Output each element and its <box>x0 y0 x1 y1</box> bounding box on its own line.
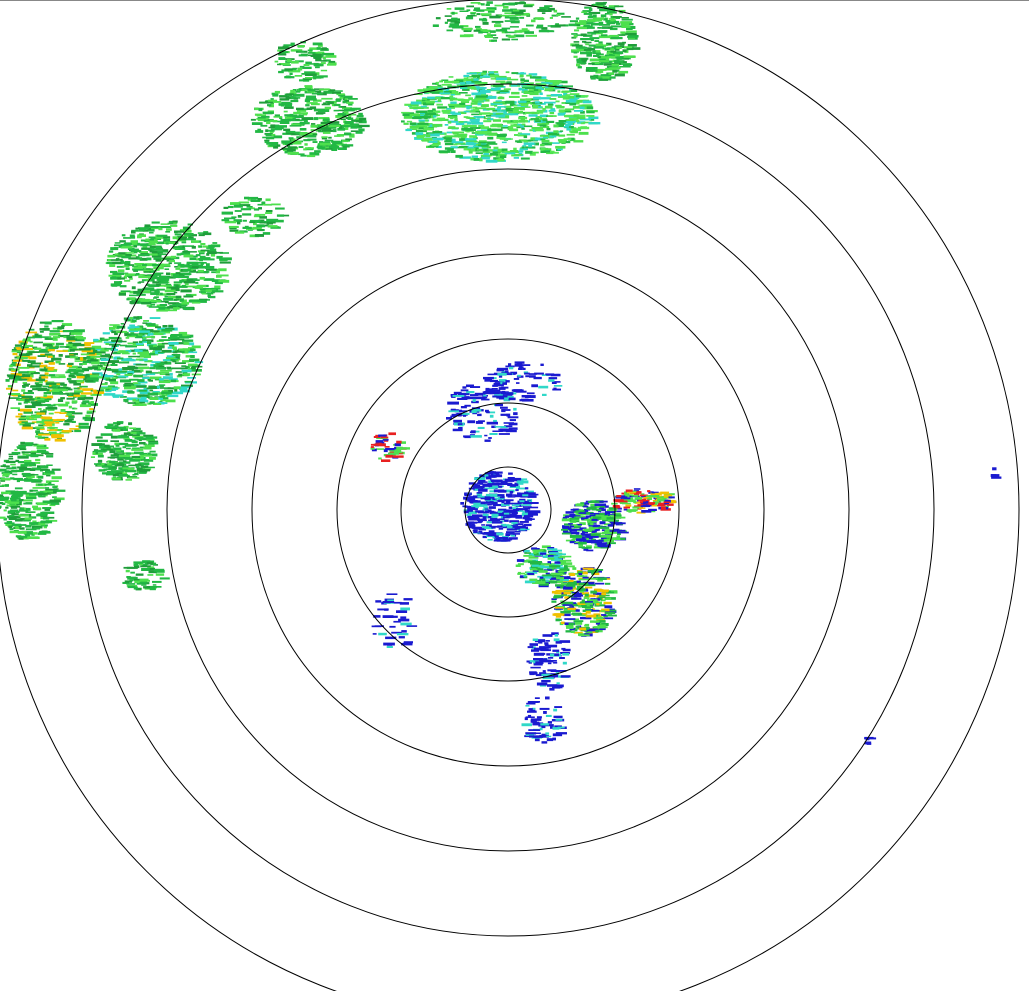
echo-se-3 <box>551 567 618 637</box>
echo-clutter-ring-2 <box>483 361 563 402</box>
echo-south-1 <box>526 632 571 691</box>
range-ring-3 <box>336 338 680 682</box>
range-ring-2 <box>400 402 616 618</box>
range-ring-1 <box>464 466 552 554</box>
echo-south-2 <box>521 696 567 744</box>
echo-north-streak <box>570 1 641 81</box>
echo-south-3 <box>371 593 418 648</box>
echo-layer <box>0 1 1002 745</box>
echo-se-4 <box>515 545 575 588</box>
echo-clutter-west <box>370 432 410 462</box>
echo-west-3 <box>5 320 105 442</box>
echo-east-1 <box>990 467 1002 479</box>
echo-west-5 <box>90 421 159 481</box>
top-border <box>0 0 1029 1</box>
range-ring-6 <box>81 83 935 937</box>
echo-north-main <box>401 70 601 163</box>
echo-nw-2 <box>274 41 337 82</box>
range-ring-4 <box>251 253 765 767</box>
range-ring-5 <box>166 168 850 852</box>
echo-west-4 <box>0 441 66 540</box>
echo-nw-1 <box>250 85 370 158</box>
echo-se-1 <box>561 500 629 552</box>
echo-se-2 <box>611 488 677 514</box>
echo-center-clutter <box>460 471 541 542</box>
echo-north-top <box>432 1 578 42</box>
echo-west-1 <box>105 220 232 312</box>
echo-west-6 <box>122 560 170 591</box>
echo-west-7 <box>221 196 290 238</box>
